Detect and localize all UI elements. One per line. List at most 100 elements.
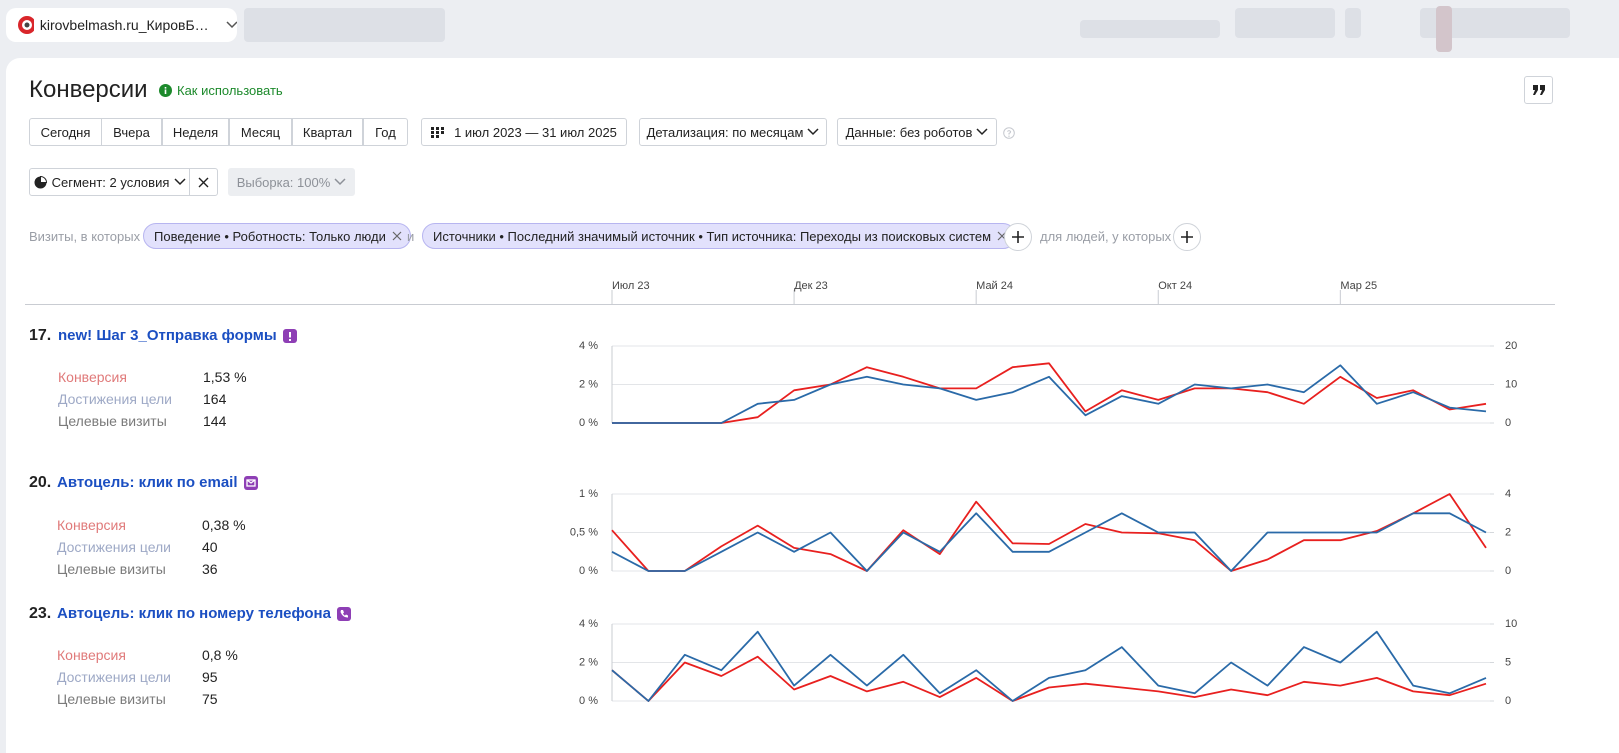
chevron (226, 21, 237, 29)
tab-title: kirovbelmash.ru_КировБ… (39, 17, 209, 33)
close-icon[interactable] (392, 231, 402, 241)
metric-label: Целевые визиты (57, 561, 166, 577)
goal-title[interactable]: new! Шаг 3_Отправка формы (58, 327, 297, 344)
chevron (334, 178, 346, 186)
period-button[interactable]: Квартал (292, 118, 363, 146)
goal-number: 17. (29, 327, 52, 344)
calendar-icon (431, 126, 445, 138)
y-tick-label: 0 % (579, 417, 598, 429)
filter-condition: Источники • Последний значимый источник … (433, 228, 992, 244)
y-tick-label: 0 % (579, 695, 598, 707)
period-button[interactable]: Год (363, 118, 408, 146)
blurred-area (1080, 20, 1220, 38)
metric-label: Достижения цели (57, 539, 172, 555)
y2-tick-label: 20 (1505, 340, 1517, 352)
timeline-label: Июл 23 (612, 280, 650, 292)
series-line (611, 512, 1487, 572)
plus-icon (1181, 231, 1193, 243)
metric-value: 0,8 % (202, 647, 238, 663)
chevron (976, 128, 988, 136)
filter-chip[interactable]: Источники • Последний значимый источник … (422, 223, 1017, 249)
period-button[interactable]: Вчера (101, 118, 162, 146)
filter-chip[interactable]: Поведение • Роботность: Только люди (143, 223, 411, 249)
metric-value: 95 (202, 669, 218, 685)
sample-text: Выборка: 100% (236, 174, 331, 190)
page-title: Конверсии (29, 76, 148, 103)
y2-tick-label: 0 (1505, 417, 1511, 429)
detail-dropdown[interactable]: Детализация: по месяцам (639, 118, 827, 146)
y-tick-label: 1 % (579, 488, 598, 500)
metric-label: Целевые визиты (58, 413, 167, 429)
goal-title[interactable]: Автоцель: клик по номеру телефона (57, 605, 351, 622)
close-icon (198, 177, 209, 187)
add-condition[interactable] (1004, 223, 1032, 251)
period-button[interactable]: Сегодня (29, 118, 102, 146)
y-tick-label: 4 % (579, 340, 598, 352)
date-range: 1 июл 2023 — 31 июл 2025 (454, 124, 617, 140)
date-range-button[interactable]: 1 июл 2023 — 31 июл 2025 (421, 118, 627, 146)
blurred-area (1235, 8, 1335, 38)
goal-number: 20. (29, 474, 52, 491)
metric-value: 36 (202, 561, 218, 577)
segment-clear[interactable] (189, 168, 218, 196)
chevron (807, 128, 819, 136)
add-condition[interactable] (1173, 223, 1201, 251)
sample-dropdown[interactable]: Выборка: 100% (228, 168, 355, 196)
segment-dropdown[interactable]: Сегмент: 2 условия (29, 168, 191, 196)
series-line (612, 364, 1487, 424)
metric-label: Целевые визиты (57, 691, 166, 707)
metric-value: 0,38 % (202, 517, 246, 533)
filter-joiner: и (407, 229, 415, 244)
metric-value: 75 (202, 691, 218, 707)
metric-value: 40 (202, 539, 218, 555)
blurred-area (244, 8, 445, 42)
series-line (611, 493, 1487, 572)
goal-name: Автоцель: клик по номеру телефона (57, 605, 331, 622)
metric-value: 1,53 % (203, 369, 247, 385)
goal-icon (243, 475, 258, 490)
chevron (174, 178, 186, 186)
blurred-area (1345, 8, 1361, 38)
help-icon[interactable] (1003, 127, 1015, 139)
y-tick-label: 2 % (579, 656, 598, 668)
metric-label: Достижения цели (58, 391, 173, 407)
y2-tick-label: 2 (1505, 526, 1511, 538)
series-line (611, 630, 1487, 702)
pie-icon (34, 175, 47, 188)
segment-text: Сегмент: 2 условия (51, 174, 170, 190)
metric-label: Конверсия (57, 517, 126, 533)
y2-tick-label: 4 (1505, 488, 1511, 500)
data-filter-text: Данные: без роботов (845, 124, 973, 140)
people-prefix: для людей, у которых (1040, 229, 1172, 244)
y-tick-label: 0 % (579, 565, 598, 577)
goal-number: 23. (29, 605, 52, 622)
y2-tick-label: 10 (1505, 618, 1517, 630)
data-dropdown[interactable]: Данные: без роботов (837, 118, 997, 146)
metric-value: 164 (203, 391, 227, 407)
metric-label: Конверсия (57, 647, 126, 663)
timeline-label: Окт 24 (1158, 280, 1192, 292)
browser-tab[interactable]: kirovbelmash.ru_КировБ… (6, 8, 237, 42)
period-button[interactable]: Неделя (162, 118, 229, 146)
y-tick-label: 0,5 % (570, 526, 598, 538)
metric-label: Конверсия (58, 369, 127, 385)
feedback-button[interactable] (1524, 76, 1553, 104)
help-link[interactable]: Как использовать (159, 83, 283, 98)
goal-name: Автоцель: клик по email (57, 474, 238, 491)
site-icon (18, 16, 34, 34)
y2-tick-label: 5 (1505, 656, 1511, 668)
timeline-label: Мар 25 (1340, 280, 1377, 292)
detail-text: Детализация: по месяцам (646, 124, 804, 140)
goal-icon (282, 328, 297, 343)
goal-title[interactable]: Автоцель: клик по email (57, 474, 258, 491)
series-line (612, 362, 1487, 424)
series-line (611, 655, 1487, 702)
help-text: Как использовать (177, 83, 283, 98)
metric-label: Достижения цели (57, 669, 172, 685)
filter-condition: Поведение • Роботность: Только люди (154, 228, 386, 244)
metric-value: 144 (203, 413, 227, 429)
period-button[interactable]: Месяц (229, 118, 292, 146)
goal-name: new! Шаг 3_Отправка формы (58, 327, 277, 344)
